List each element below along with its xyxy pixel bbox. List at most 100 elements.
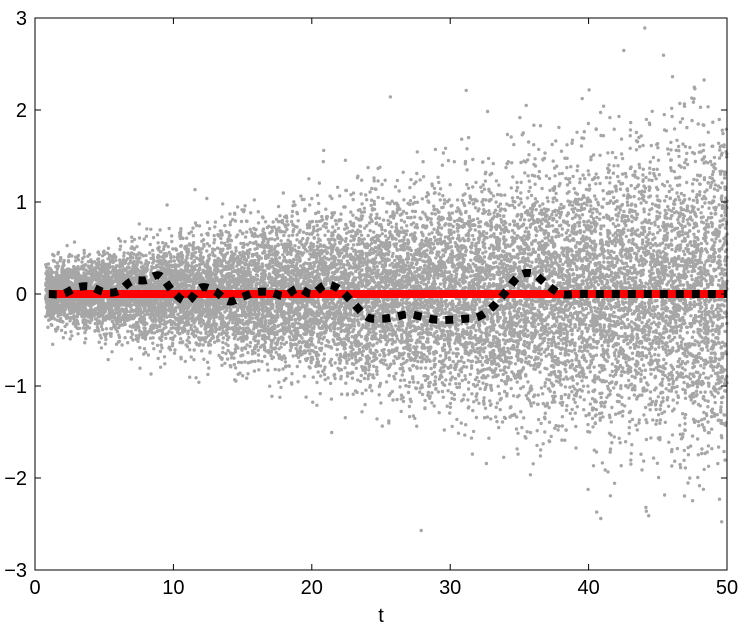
- scatter-point: [245, 376, 249, 380]
- scatter-point: [231, 321, 235, 325]
- scatter-point: [225, 260, 229, 265]
- scatter-point: [101, 262, 105, 267]
- scatter-point: [221, 336, 226, 340]
- scatter-point: [186, 329, 191, 333]
- scatter-point: [197, 336, 201, 340]
- scatter-point: [243, 360, 247, 364]
- scatter-point: [211, 299, 216, 303]
- scatter-point: [99, 280, 103, 285]
- scatter-point: [203, 340, 207, 344]
- scatter-point: [59, 313, 63, 317]
- scatter-point: [132, 237, 137, 242]
- scatter-point: [156, 241, 160, 245]
- scatter-point: [126, 329, 130, 334]
- scatter-point: [142, 347, 147, 351]
- scatter-point: [169, 276, 174, 280]
- scatter-point: [163, 332, 168, 337]
- scatter-point: [85, 324, 90, 328]
- scatter-point: [247, 328, 251, 332]
- scatter-point: [203, 300, 208, 304]
- scatter-point: [67, 301, 71, 305]
- scatter-point: [80, 260, 84, 264]
- scatter-point: [191, 234, 195, 238]
- scatter-point: [192, 357, 196, 362]
- scatter-point: [60, 319, 64, 324]
- scatter-point: [256, 339, 261, 343]
- scatter-point: [159, 338, 164, 343]
- scatter-point: [155, 343, 160, 347]
- scatter-point: [48, 278, 52, 283]
- scatter-point: [247, 273, 251, 277]
- scatter-point: [233, 350, 238, 354]
- scatter-point: [44, 263, 48, 267]
- scatter-point: [72, 310, 76, 314]
- scatter-point: [180, 315, 185, 320]
- scatter-point: [79, 267, 83, 271]
- scatter-point: [231, 277, 236, 282]
- scatter-point: [249, 316, 253, 320]
- scatter-point: [155, 329, 159, 334]
- scatter-point: [180, 253, 185, 258]
- scatter-point: [107, 284, 111, 288]
- scatter-point: [96, 257, 100, 262]
- scatter-point: [220, 268, 224, 272]
- scatter-point: [221, 202, 225, 206]
- scatter-point: [168, 348, 173, 352]
- scatter-point: [237, 325, 242, 329]
- scatter-point: [122, 311, 127, 316]
- scatter-point: [231, 314, 235, 318]
- scatter-point: [101, 266, 106, 271]
- scatter-point: [192, 348, 196, 352]
- scatter-point: [151, 341, 155, 345]
- scatter-point: [66, 260, 71, 264]
- scatter-point: [137, 329, 142, 333]
- scatter-point: [51, 283, 55, 287]
- scatter-point: [117, 264, 121, 268]
- scatter-point: [159, 328, 163, 332]
- scatter-point: [55, 264, 59, 269]
- scatter-point: [217, 338, 221, 343]
- scatter-point: [196, 245, 200, 250]
- scatter-point: [44, 288, 49, 292]
- scatter-point: [248, 344, 252, 349]
- scatter-point: [183, 327, 187, 332]
- scatter-point: [227, 335, 231, 340]
- scatter-point: [213, 266, 217, 271]
- scatter-point: [58, 297, 62, 301]
- scatter-point: [124, 268, 128, 272]
- scatter-point: [127, 266, 131, 270]
- scatter-point: [210, 332, 214, 336]
- scatter-point: [135, 245, 139, 249]
- scatter-point: [108, 265, 112, 270]
- scatter-point: [240, 339, 244, 343]
- scatter-point: [191, 243, 195, 247]
- scatter-point: [143, 326, 147, 331]
- scatter-point: [141, 336, 146, 340]
- scatter-point: [242, 241, 246, 246]
- scatter-point: [145, 265, 149, 270]
- scatter-point: [229, 238, 233, 242]
- scatter-point: [252, 327, 256, 331]
- scatter-point: [136, 324, 140, 329]
- scatter-point: [224, 351, 228, 356]
- scatter-point: [93, 321, 98, 326]
- scatter-point: [227, 326, 232, 330]
- scatter-point: [204, 275, 209, 279]
- scatter-point: [210, 273, 214, 277]
- scatter-point: [45, 281, 50, 285]
- scatter-point: [64, 301, 69, 305]
- scatter-point: [79, 305, 83, 309]
- scatter-point: [212, 233, 216, 238]
- scatter-point: [169, 268, 174, 272]
- scatter-point: [124, 274, 129, 278]
- scatter-point: [198, 311, 202, 316]
- scatter-point: [134, 321, 138, 326]
- scatter-point: [95, 319, 100, 323]
- scatter-point: [255, 281, 259, 285]
- scatter-point: [148, 336, 153, 340]
- scatter-point: [120, 275, 125, 280]
- scatter-point: [158, 349, 163, 354]
- scatter-point: [54, 301, 58, 306]
- scatter-point: [246, 351, 250, 355]
- scatter-point: [211, 247, 215, 251]
